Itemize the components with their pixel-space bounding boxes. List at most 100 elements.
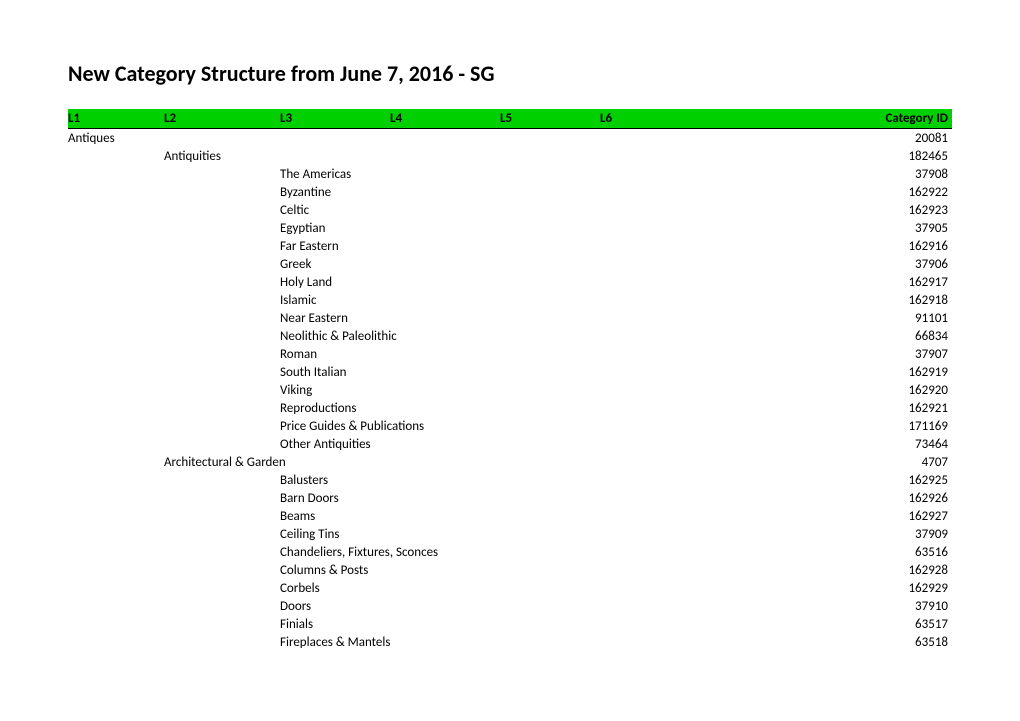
level-cell [68, 363, 164, 381]
level-cell [390, 237, 500, 255]
table-row: Roman37907 [68, 345, 952, 363]
table-row: Neolithic & Paleolithic66834 [68, 327, 952, 345]
level-cell [164, 273, 280, 291]
level-cell [68, 489, 164, 507]
table-row: Viking162920 [68, 381, 952, 399]
level-cell [280, 147, 390, 165]
level-cell [500, 237, 600, 255]
level-cell [600, 471, 750, 489]
level-cell [68, 201, 164, 219]
category-id-cell: 73464 [750, 435, 952, 453]
level-cell [600, 435, 750, 453]
category-id-cell: 37906 [750, 255, 952, 273]
level-cell [164, 165, 280, 183]
level-cell [390, 255, 500, 273]
table-body: Antiques20081Antiquities182465The Americ… [68, 129, 952, 652]
level-cell [600, 147, 750, 165]
level-cell [390, 399, 500, 417]
level-cell [68, 327, 164, 345]
column-header: L5 [500, 109, 600, 129]
level-cell [164, 507, 280, 525]
level-cell [68, 561, 164, 579]
level-cell [600, 129, 750, 148]
level-cell [390, 363, 500, 381]
level-cell: Architectural & Garden [164, 453, 280, 471]
level-cell [500, 597, 600, 615]
table-row: Doors37910 [68, 597, 952, 615]
level-cell: Other Antiquities [280, 435, 390, 453]
table-row: Price Guides & Publications171169 [68, 417, 952, 435]
level-cell [68, 165, 164, 183]
level-cell [500, 381, 600, 399]
level-cell: Near Eastern [280, 309, 390, 327]
level-cell [390, 291, 500, 309]
category-id-cell: 162929 [750, 579, 952, 597]
level-cell [390, 183, 500, 201]
level-cell [600, 561, 750, 579]
level-cell [600, 345, 750, 363]
level-cell [164, 561, 280, 579]
level-cell [500, 291, 600, 309]
level-cell [164, 129, 280, 148]
level-cell: Celtic [280, 201, 390, 219]
category-id-cell: 182465 [750, 147, 952, 165]
column-header: L1 [68, 109, 164, 129]
level-cell [164, 345, 280, 363]
level-cell [164, 615, 280, 633]
category-id-cell: 162919 [750, 363, 952, 381]
level-cell [68, 615, 164, 633]
level-cell [164, 597, 280, 615]
level-cell [390, 345, 500, 363]
category-id-cell: 162928 [750, 561, 952, 579]
category-id-cell: 162925 [750, 471, 952, 489]
level-cell [68, 183, 164, 201]
level-cell [390, 471, 500, 489]
level-cell: Corbels [280, 579, 390, 597]
level-cell [600, 291, 750, 309]
level-cell [164, 327, 280, 345]
level-cell [500, 183, 600, 201]
table-row: Other Antiquities 73464 [68, 435, 952, 453]
level-cell [68, 525, 164, 543]
level-cell [68, 291, 164, 309]
category-id-cell: 4707 [750, 453, 952, 471]
level-cell [600, 399, 750, 417]
category-id-cell: 20081 [750, 129, 952, 148]
level-cell [600, 453, 750, 471]
column-header: L2 [164, 109, 280, 129]
level-cell [600, 597, 750, 615]
level-cell: Beams [280, 507, 390, 525]
level-cell [600, 309, 750, 327]
level-cell: Islamic [280, 291, 390, 309]
level-cell [600, 543, 750, 561]
level-cell [600, 525, 750, 543]
level-cell [390, 597, 500, 615]
level-cell: Holy Land [280, 273, 390, 291]
level-cell [390, 309, 500, 327]
table-row: Greek37906 [68, 255, 952, 273]
category-id-cell: 37907 [750, 345, 952, 363]
table-row: Near Eastern91101 [68, 309, 952, 327]
level-cell [600, 327, 750, 345]
level-cell [500, 633, 600, 651]
level-cell: Antiques [68, 129, 164, 148]
table-row: Antiques 20081 [68, 129, 952, 148]
level-cell [280, 453, 390, 471]
level-cell [68, 543, 164, 561]
table-row: Reproductions162921 [68, 399, 952, 417]
level-cell [390, 453, 500, 471]
level-cell [68, 381, 164, 399]
table-row: Celtic162923 [68, 201, 952, 219]
level-cell [500, 273, 600, 291]
level-cell [164, 309, 280, 327]
level-cell [600, 579, 750, 597]
level-cell [500, 435, 600, 453]
level-cell: Neolithic & Paleolithic [280, 327, 390, 345]
category-id-cell: 162920 [750, 381, 952, 399]
level-cell [600, 381, 750, 399]
level-cell [500, 147, 600, 165]
level-cell [500, 615, 600, 633]
level-cell [68, 579, 164, 597]
level-cell [500, 507, 600, 525]
level-cell [500, 579, 600, 597]
